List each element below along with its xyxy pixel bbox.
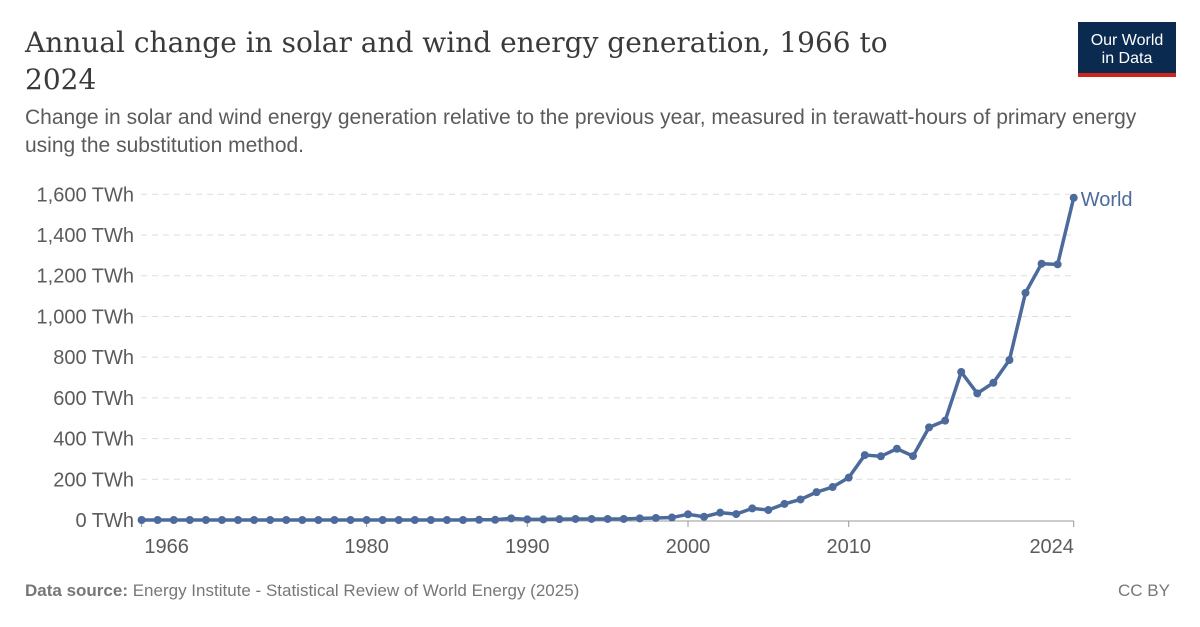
data-point	[1005, 355, 1014, 364]
data-point	[346, 516, 355, 524]
logo-line1: Our World	[1090, 32, 1164, 49]
data-point	[989, 378, 998, 387]
data-point	[507, 514, 516, 523]
source-text[interactable]: Energy Institute - Statistical Review of…	[132, 581, 580, 600]
data-point	[812, 488, 821, 497]
data-point	[475, 515, 484, 524]
y-tick-label: 1,200 TWh	[37, 266, 134, 288]
x-tick-label: 2000	[666, 536, 711, 558]
data-point	[394, 516, 403, 524]
data-point	[1069, 193, 1078, 202]
data-point	[716, 508, 725, 517]
x-tick-label: 2010	[826, 536, 871, 558]
data-point	[266, 516, 275, 524]
data-point	[587, 514, 596, 523]
data-point	[153, 516, 162, 524]
data-point	[780, 499, 789, 508]
data-point	[250, 516, 259, 524]
data-point	[410, 516, 419, 524]
data-point	[185, 516, 194, 524]
license[interactable]: CC BY	[1118, 581, 1170, 600]
y-tick-label: 1,400 TWh	[37, 225, 134, 247]
data-point	[234, 516, 243, 524]
x-tick-label: 1990	[505, 536, 550, 558]
data-point	[314, 516, 323, 524]
data-point	[362, 516, 371, 524]
data-point	[635, 514, 644, 523]
data-point	[925, 423, 934, 432]
data-point	[603, 514, 612, 523]
chart-subtitle: Change in solar and wind energy generati…	[25, 106, 1137, 157]
data-point	[571, 514, 580, 523]
chart-title: Annual change in solar and wind energy g…	[25, 26, 888, 96]
data-point	[1037, 259, 1046, 268]
data-point	[459, 516, 468, 524]
y-tick-label: 600 TWh	[53, 388, 134, 410]
data-point	[667, 513, 676, 522]
data-point	[957, 368, 966, 377]
data-point	[876, 452, 885, 461]
data-point	[908, 452, 917, 461]
data-point	[1021, 288, 1030, 297]
data-point	[442, 516, 451, 524]
data-point	[619, 514, 628, 523]
data-point	[860, 451, 869, 460]
data-point	[796, 495, 805, 504]
data-point	[828, 483, 837, 492]
data-point	[217, 516, 226, 524]
source-label: Data source:	[25, 581, 128, 600]
data-point	[700, 512, 709, 521]
series-label: World	[1081, 189, 1133, 211]
data-point	[555, 515, 564, 524]
data-point	[1053, 260, 1062, 269]
data-point	[684, 510, 693, 519]
data-point	[298, 516, 307, 524]
data-point	[539, 515, 548, 524]
x-tick-label: 1980	[344, 536, 389, 558]
data-point	[892, 444, 901, 453]
y-tick-label: 1,600 TWh	[37, 184, 134, 206]
data-point	[844, 473, 853, 482]
y-tick-label: 200 TWh	[53, 469, 134, 491]
data-point	[973, 389, 982, 398]
y-tick-label: 1,000 TWh	[37, 306, 134, 328]
data-point	[941, 416, 950, 425]
data-point	[748, 504, 757, 513]
data-point	[378, 516, 387, 524]
y-tick-label: 400 TWh	[53, 429, 134, 451]
owid-logo[interactable]: Our World in Data	[1078, 22, 1176, 77]
data-point	[732, 510, 741, 519]
data-point	[201, 516, 210, 524]
data-point	[330, 516, 339, 524]
data-point	[426, 516, 435, 524]
data-point	[491, 515, 500, 524]
data-point	[764, 506, 773, 515]
x-tick-label: 2024	[1029, 536, 1074, 558]
logo-line2: in Data	[1101, 50, 1153, 67]
data-point	[137, 516, 146, 524]
series-line	[141, 197, 1076, 522]
x-tick-label: 1966	[144, 536, 189, 558]
y-tick-label: 0 TWh	[75, 510, 134, 532]
y-tick-label: 800 TWh	[53, 347, 134, 369]
data-source: Data source: Energy Institute - Statisti…	[25, 581, 579, 601]
data-point	[651, 513, 660, 522]
data-point	[523, 515, 532, 524]
data-point	[282, 516, 291, 524]
data-point	[169, 516, 178, 524]
